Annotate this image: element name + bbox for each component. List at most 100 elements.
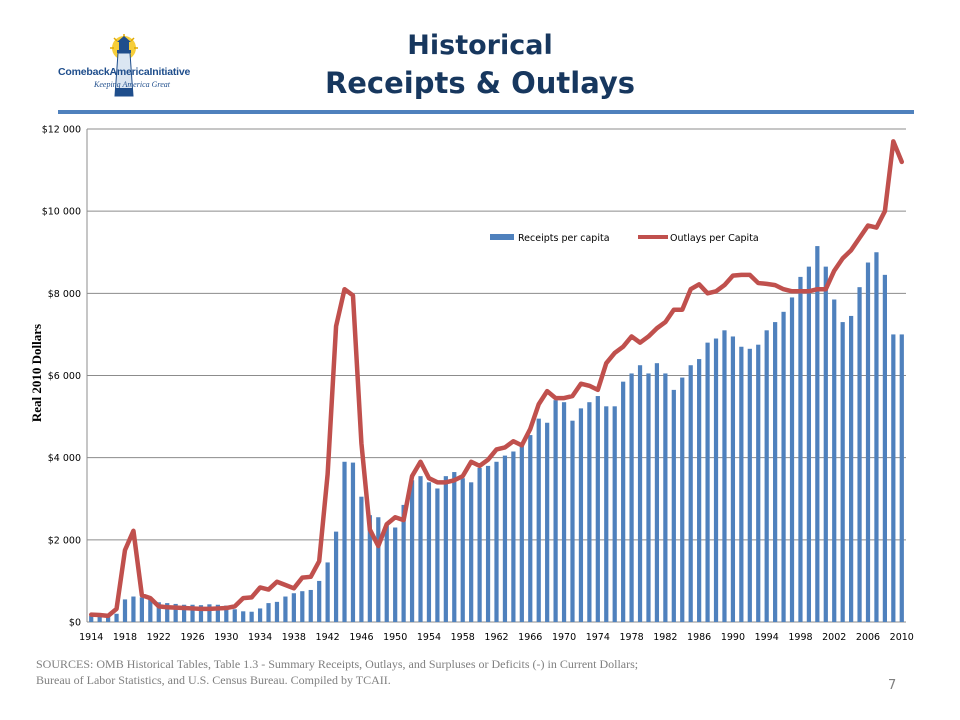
x-tick-label: 1966 [518, 632, 542, 643]
bar-receipts [173, 603, 178, 622]
y-tick-labels: $0 $2 000 $4 000 $6 000 $8 000 $10 000 $12 000 [42, 125, 81, 629]
x-tick-label: 1934 [248, 632, 272, 643]
bar-receipts [857, 287, 862, 622]
gridlines [86, 128, 906, 623]
sources-line-1: SOURCES: OMB Historical Tables, Table 1.… [36, 657, 639, 671]
bar-receipts [773, 322, 778, 622]
x-tick-label: 1922 [147, 632, 171, 643]
bar-receipts [485, 465, 491, 622]
bar-receipts [789, 297, 795, 622]
bar-receipts [215, 604, 220, 622]
bar-receipts [561, 402, 567, 622]
sources-note: SOURCES: OMB Historical Tables, Table 1.… [36, 656, 836, 688]
bar-receipts [460, 478, 465, 622]
slide-title-line2: Receipts & Outlays [324, 66, 636, 100]
bar-receipts [637, 365, 643, 622]
x-tick-label: 1950 [383, 632, 407, 643]
x-tick-label: 1978 [619, 632, 643, 643]
x-tick-label: 2010 [890, 632, 914, 643]
bar-receipts [106, 616, 111, 622]
x-tick-label: 1986 [687, 632, 711, 643]
bar-receipts [131, 596, 136, 622]
x-tick-labels: 1914 1918 1922 1926 1930 1934 1938 1942 1946 1950… [79, 632, 914, 643]
bar-receipts [646, 373, 651, 622]
bar-receipts [266, 603, 271, 622]
bar-receipts [553, 400, 558, 622]
bar-receipts [181, 604, 187, 622]
line-outlays-path [88, 139, 905, 619]
lighthouse-icon [110, 34, 138, 97]
bar-receipts [595, 396, 600, 622]
logo: ComebackAmericaInitiative Keeping Americ… [58, 34, 198, 104]
bar-receipts [122, 599, 128, 622]
bar-receipts [604, 406, 609, 622]
bar-receipts [865, 262, 871, 622]
x-tick-label: 1998 [788, 632, 812, 643]
x-tick-label: 2006 [856, 632, 880, 643]
bar-receipts [300, 591, 305, 622]
x-tick-label: 1938 [282, 632, 306, 643]
bar-receipts [511, 451, 516, 622]
bar-receipts [756, 344, 761, 622]
bar-receipts [190, 604, 195, 622]
x-tick-label: 2002 [822, 632, 846, 643]
bar-receipts [832, 299, 837, 622]
x-tick-label: 1990 [721, 632, 745, 643]
bar-receipts [730, 336, 736, 622]
bar-receipts [469, 482, 474, 622]
x-tick-label: 1970 [552, 632, 576, 643]
x-tick-label: 1954 [417, 632, 441, 643]
sources-line-2: Bureau of Labor Statistics, and U.S. Cen… [36, 673, 391, 687]
bar-receipts [350, 462, 356, 622]
y-tick-label: $10 000 [42, 207, 81, 218]
bar-receipts [891, 334, 896, 622]
legend: Receipts per capita Outlays per Capita [490, 233, 759, 244]
bar-receipts [494, 461, 499, 622]
bar-receipts [384, 525, 389, 622]
bar-receipts [882, 274, 887, 622]
bar-receipts [798, 276, 803, 622]
bar-receipts [359, 496, 364, 622]
bar-receipts [849, 315, 854, 622]
bar-receipts [781, 311, 786, 622]
bar-receipts [325, 562, 330, 622]
line-outlays [88, 139, 905, 619]
bar-receipts [443, 476, 448, 622]
bar-receipts [426, 482, 432, 622]
legend-label-receipts: Receipts per capita [518, 233, 610, 244]
x-tick-label: 1982 [653, 632, 677, 643]
bars-receipts [89, 246, 904, 622]
bar-receipts [722, 330, 727, 622]
bar-receipts [418, 476, 423, 622]
bar-receipts [283, 596, 288, 622]
bar-receipts [697, 359, 702, 622]
bar-receipts [241, 611, 246, 622]
x-tick-label: 1958 [451, 632, 475, 643]
bar-receipts [713, 338, 719, 622]
bar-receipts [308, 589, 313, 622]
bar-receipts [815, 246, 820, 622]
bar-receipts [578, 408, 584, 622]
bar-receipts [663, 373, 668, 622]
y-tick-label: $6 000 [48, 371, 81, 382]
x-tick-label: 1918 [113, 632, 137, 643]
bar-receipts [401, 504, 406, 622]
bar-receipts [671, 389, 676, 622]
bar-receipts [654, 363, 660, 622]
bar-receipts [705, 342, 710, 622]
bar-receipts [207, 604, 212, 622]
bar-receipts [612, 406, 617, 622]
bar-receipts [899, 334, 904, 622]
bar-receipts [165, 603, 170, 622]
bar-receipts [452, 472, 457, 622]
y-tick-label: $0 [69, 618, 81, 629]
bar-receipts [519, 445, 524, 622]
bar-receipts [249, 611, 254, 622]
y-tick-label: $2 000 [48, 535, 81, 546]
bar-receipts [139, 597, 144, 622]
x-tick-label: 1926 [180, 632, 204, 643]
bar-receipts [367, 515, 372, 622]
legend-label-outlays: Outlays per Capita [670, 233, 759, 244]
bar-receipts [198, 605, 204, 622]
